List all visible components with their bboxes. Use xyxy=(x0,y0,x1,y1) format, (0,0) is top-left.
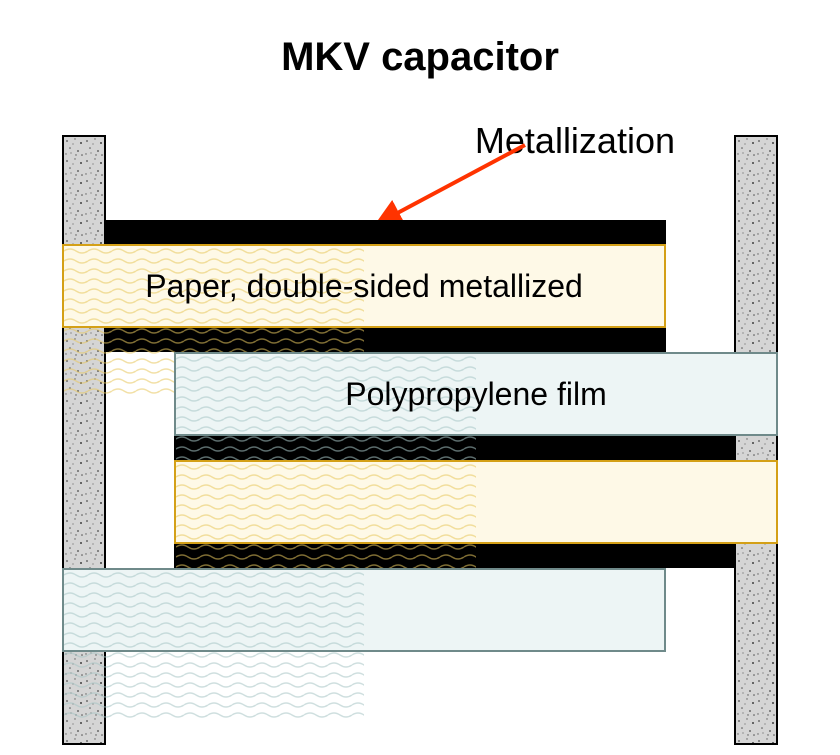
film-layer-1: Polypropylene film xyxy=(174,352,778,436)
paper-layer-label: Paper, double-sided metallized xyxy=(145,268,583,305)
metallization-label: Metallization xyxy=(475,120,675,162)
electrode-pillar-right xyxy=(734,135,778,745)
paper-layer-2 xyxy=(174,460,778,544)
paper-layer-1: Paper, double-sided metallized xyxy=(62,244,666,328)
film-layer-2 xyxy=(62,568,666,652)
film-layer-label: Polypropylene film xyxy=(345,376,606,413)
layer-stack: Paper, double-sided metallized Polypropy… xyxy=(106,220,734,652)
diagram-title: MKV capacitor xyxy=(0,35,840,80)
metallization-bar-1-top xyxy=(106,220,666,244)
